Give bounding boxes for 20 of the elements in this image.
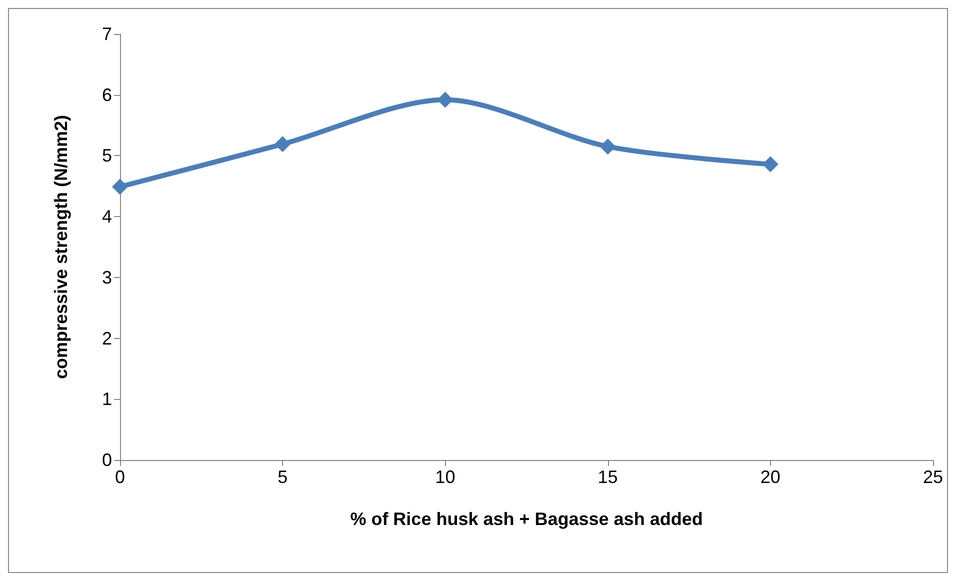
y-tick-label: 7 [102,24,112,44]
x-tick-label: 25 [922,467,944,487]
point [274,136,291,152]
y-tick-label: 3 [102,267,112,288]
x-tick-label: 5 [278,467,288,487]
point [112,178,128,195]
y-tick-label: 0 [102,450,112,470]
point [600,138,616,155]
point [762,156,778,172]
y-tick-label: 6 [102,84,112,105]
y-tick-label: 2 [102,328,112,348]
x-tick-label: 15 [598,467,618,487]
y-tick-label: 1 [102,389,112,410]
y-tick-label: 4 [102,206,112,227]
y-axis-title: compressive strength (N/mm2) [51,114,71,380]
x-axis-title: % of Rice husk ash + Bagasse ash added [350,509,703,529]
y-tick-label: 5 [102,146,112,166]
x-tick-label: 10 [435,467,456,487]
x-tick-label: 20 [760,467,780,487]
x-tick-label: 0 [114,467,126,487]
